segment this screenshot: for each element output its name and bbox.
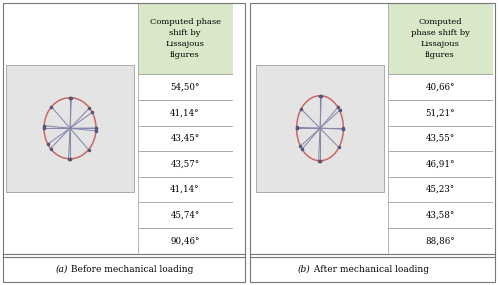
Bar: [138, 177, 232, 202]
Bar: [138, 100, 232, 126]
Text: 45,74°: 45,74°: [170, 211, 200, 220]
Text: (a): (a): [55, 265, 68, 274]
Text: 46,91°: 46,91°: [425, 160, 455, 168]
Text: 43,55°: 43,55°: [426, 134, 454, 143]
Text: 43,57°: 43,57°: [170, 160, 200, 168]
Text: 41,14°: 41,14°: [170, 108, 200, 117]
Bar: [388, 228, 492, 254]
Bar: [138, 228, 232, 254]
Bar: [138, 202, 232, 228]
Text: 88,86°: 88,86°: [425, 236, 455, 245]
Text: Computed
phase shift by
Lissajous
figures: Computed phase shift by Lissajous figure…: [410, 18, 470, 59]
Text: (b): (b): [297, 265, 310, 274]
Text: 43,58°: 43,58°: [426, 211, 454, 220]
Text: After mechanical loading: After mechanical loading: [311, 265, 429, 274]
Bar: [388, 151, 492, 177]
Bar: [388, 74, 492, 100]
Text: 41,14°: 41,14°: [170, 185, 200, 194]
Text: 43,45°: 43,45°: [170, 134, 200, 143]
Bar: [388, 100, 492, 126]
Text: 90,46°: 90,46°: [170, 236, 200, 245]
Text: Before mechanical loading: Before mechanical loading: [68, 265, 194, 274]
Text: 45,23°: 45,23°: [426, 185, 454, 194]
Bar: [138, 126, 232, 151]
Text: Computed phase
shift by
Lissajous
figures: Computed phase shift by Lissajous figure…: [150, 18, 220, 59]
Text: 51,21°: 51,21°: [425, 108, 455, 117]
Bar: [388, 177, 492, 202]
Bar: [388, 202, 492, 228]
Bar: [388, 3, 492, 74]
Bar: [138, 74, 232, 100]
Text: 54,50°: 54,50°: [170, 83, 200, 92]
Bar: [388, 126, 492, 151]
Bar: [138, 151, 232, 177]
Bar: [138, 3, 232, 74]
Text: 40,66°: 40,66°: [425, 83, 455, 92]
